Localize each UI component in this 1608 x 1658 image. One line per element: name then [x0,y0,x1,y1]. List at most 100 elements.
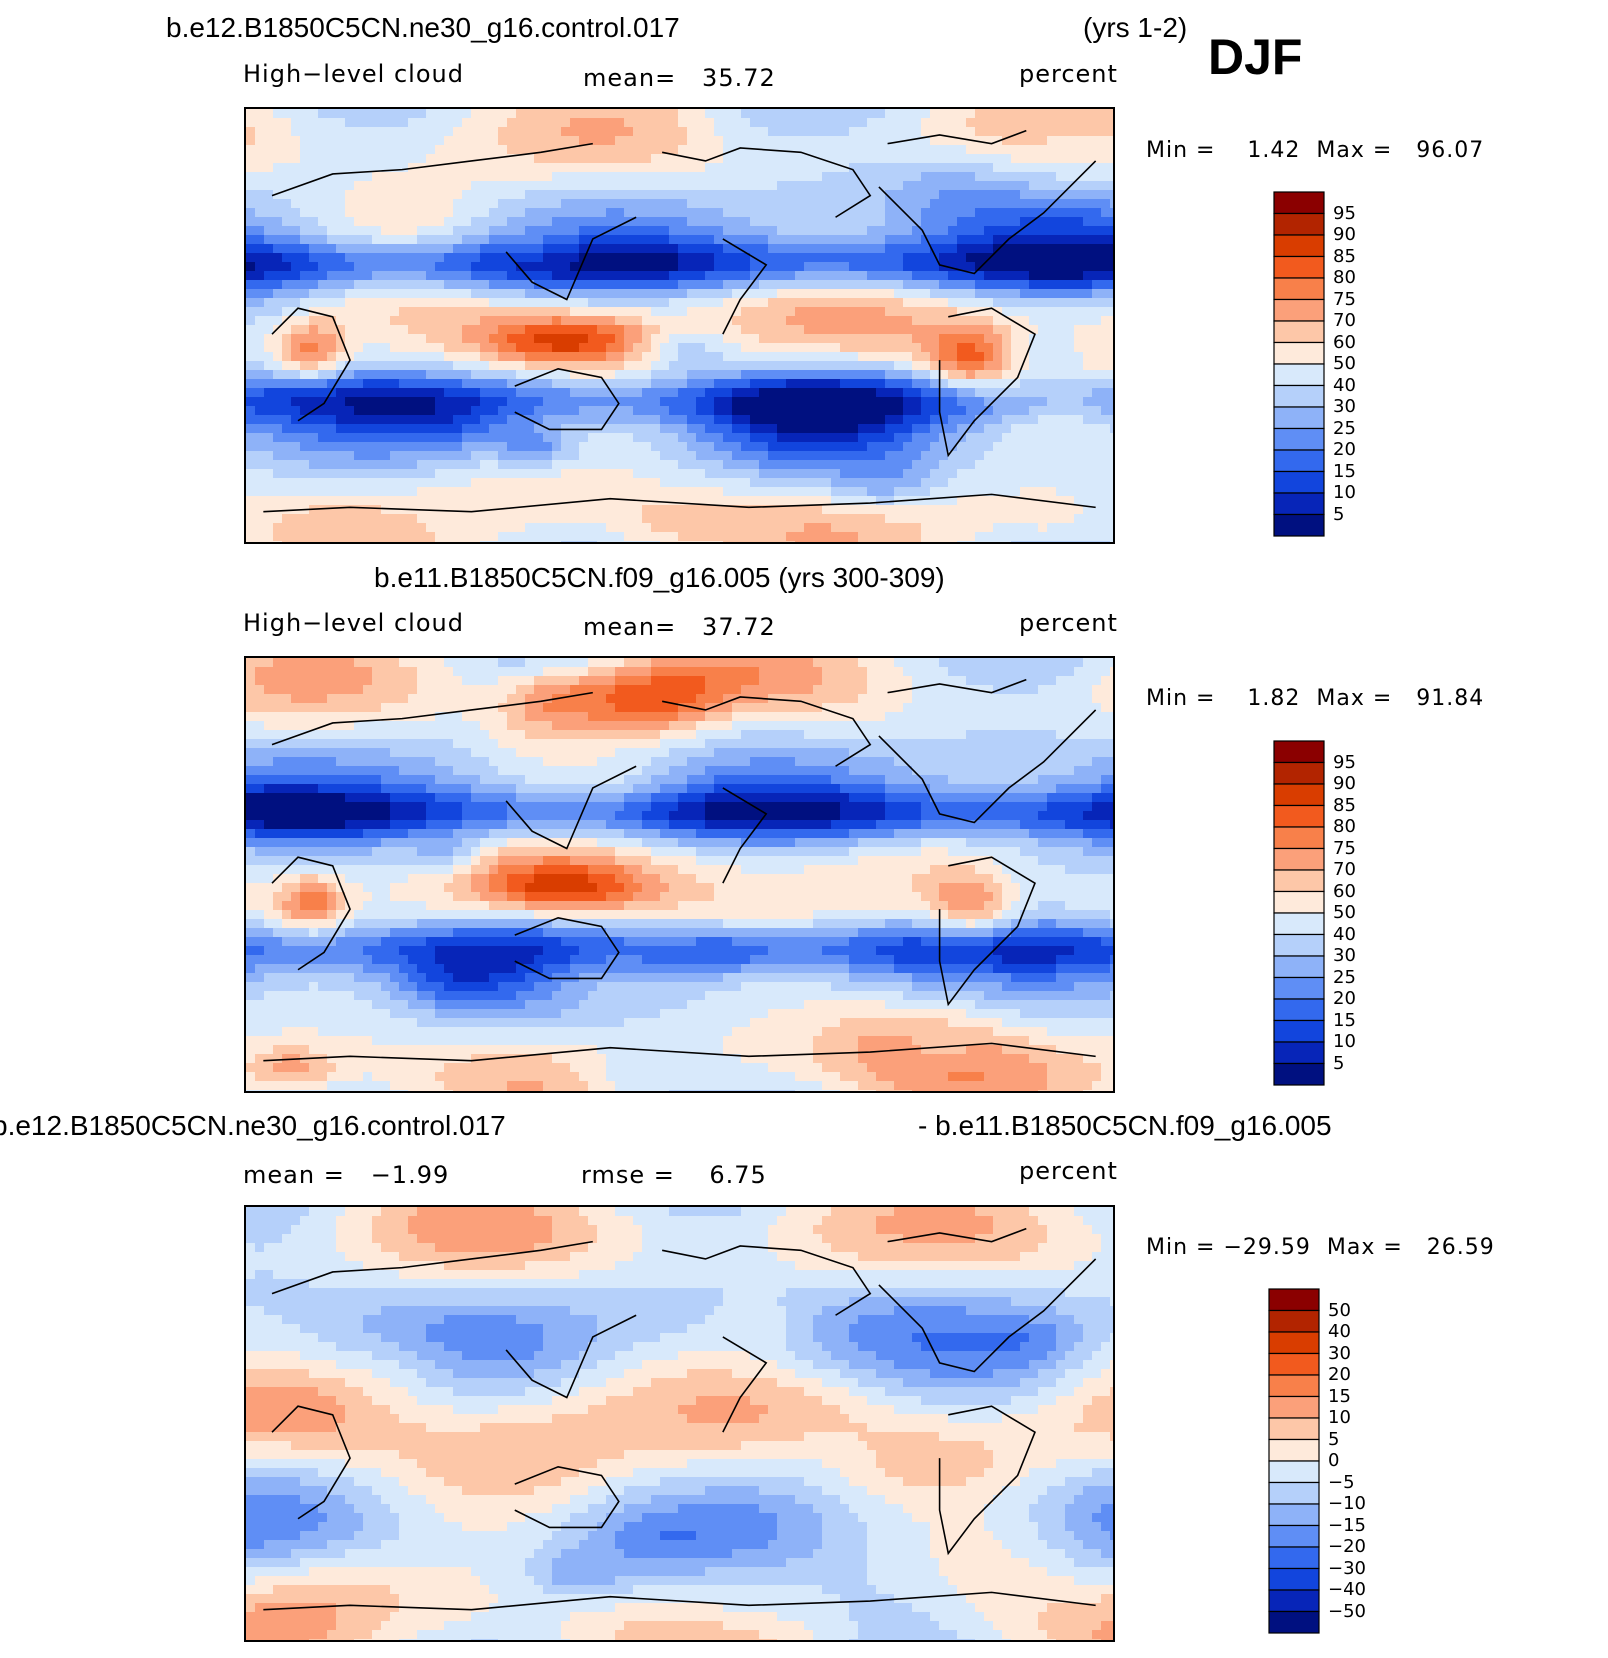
colorbar-box [1268,1395,1320,1419]
colorbar-label: −20 [1328,1536,1366,1557]
top-years: (yrs 1-2) [1083,12,1188,43]
colorbar-label: 20 [1328,1364,1351,1385]
colorbar-label: −15 [1328,1514,1366,1536]
coastline [722,787,768,884]
colorbar-label: 70 [1333,310,1356,331]
colorbar-box [1268,1460,1320,1484]
colorbar-boxes [1273,191,1325,537]
colorbar-box [1273,427,1325,451]
colorbar-label: 5 [1333,503,1345,525]
middle-minmax: Min = 1.82 Max = 91.84 [1146,686,1485,711]
bottom-map [244,1205,1115,1642]
coastline [878,709,1097,824]
colorbar-box [1273,847,1325,871]
coastline [514,916,620,980]
colorbar-boxes [1268,1288,1320,1634]
bottom-mean: mean = −1.99 [243,1161,450,1189]
colorbar-label: 75 [1333,837,1356,859]
top-units: percent [1019,60,1118,88]
colorbar-label: 20 [1333,439,1356,460]
colorbar-label: 50 [1328,1299,1351,1321]
colorbar-box [1273,363,1325,387]
top-minmax: Min = 1.42 Max = 96.07 [1146,138,1485,163]
colorbar-label: 85 [1333,245,1356,267]
colorbar-box [1273,298,1325,322]
colorbar-label: −30 [1328,1557,1366,1579]
coastline [887,678,1027,694]
colorbar-box [1273,449,1325,473]
colorbar-label: 5 [1333,1052,1345,1074]
top-map [244,107,1115,544]
colorbar-box [1268,1481,1320,1505]
coastline [722,1336,768,1433]
colorbar-box [1273,890,1325,914]
top-case-title: b.e12.B1850C5CN.ne30_g16.control.017 [166,12,680,43]
colorbar-label: 80 [1333,816,1356,837]
colorbar-box [1273,470,1325,494]
colorbar-box [1273,869,1325,893]
colorbar-label: 25 [1333,417,1356,439]
coastline [514,367,620,431]
contour-field [246,1207,1113,1640]
middle-map [244,656,1115,1093]
colorbar-box [1273,255,1325,279]
colorbar-label: 10 [1333,1031,1356,1052]
coastline [271,856,351,971]
colorbar-box [1273,492,1325,516]
middle-case-title: b.e11.B1850C5CN.f09_g16.005 (yrs 300-309… [374,562,945,593]
colorbar-label: 40 [1333,374,1356,396]
colorbar-label: 95 [1333,202,1356,224]
coastline [505,765,637,850]
colorbar-label: 15 [1333,1009,1356,1031]
colorbar-label: 15 [1333,460,1356,482]
bottom-units: percent [1019,1157,1118,1185]
colorbar-label: −10 [1328,1493,1366,1514]
coastline [271,307,351,422]
colorbar-label: 70 [1333,859,1356,880]
colorbar-box [1273,406,1325,430]
colorbar-box [1273,1041,1325,1065]
middle-variable: High−level cloud [243,609,464,637]
colorbar-label: −40 [1328,1579,1366,1600]
coastline [887,1227,1027,1243]
season-label: DJF [1208,29,1303,85]
coastline [938,307,1036,458]
colorbar-box [1273,998,1325,1022]
colorbar-box [1268,1524,1320,1548]
bottom-case-title-left: b.e12.B1850C5CN.ne30_g16.control.017 [0,1110,506,1141]
colorbar-label: 60 [1333,331,1356,353]
coastline [878,1258,1097,1373]
coastline [505,216,637,301]
coastline [271,142,593,197]
colorbar-label: 30 [1333,945,1356,966]
colorbar-box [1268,1288,1320,1312]
colorbar-box [1273,1019,1325,1043]
bottom-minmax: Min = −29.59 Max = 26.59 [1146,1235,1495,1260]
colorbar-label: 75 [1333,288,1356,310]
colorbar-box [1273,320,1325,344]
colorbar-box [1273,955,1325,979]
colorbar-box [1273,804,1325,828]
colorbar-box [1273,234,1325,258]
coastline [271,1405,351,1520]
colorbar-label: −50 [1328,1600,1366,1622]
colorbar-label: 80 [1333,267,1356,288]
colorbar-box [1268,1589,1320,1613]
colorbar-label: 15 [1328,1385,1351,1407]
coastline [271,1240,593,1295]
coastline [722,238,768,335]
middle-units: percent [1019,609,1118,637]
colorbar-box [1268,1567,1320,1591]
coastline [662,1245,872,1316]
colorbar-label: 50 [1333,902,1356,923]
colorbar-label: 90 [1333,773,1356,794]
coastline [514,1465,620,1529]
middle-mean: mean= 37.72 [583,613,776,641]
coastline [505,1314,637,1399]
bottom-rmse: rmse = 6.75 [581,1161,767,1189]
colorbar-label: 30 [1333,396,1356,417]
colorbar-box [1268,1417,1320,1441]
colorbar-box [1273,191,1325,215]
colorbar-label: 0 [1328,1450,1340,1471]
coastline [887,129,1027,145]
